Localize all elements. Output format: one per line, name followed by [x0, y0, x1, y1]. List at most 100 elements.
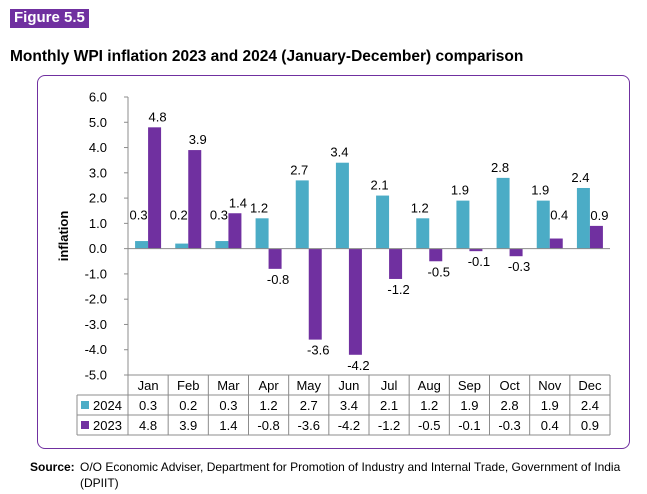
- bar-2024-oct: [496, 177, 510, 249]
- data-label-2024-apr: 1.2: [250, 200, 268, 215]
- table-cell-2023-jun: -4.2: [338, 418, 360, 433]
- data-label-2024-jun: 3.4: [330, 145, 348, 160]
- category-label-mar: Mar: [217, 378, 240, 393]
- bar-2024-sep: [456, 200, 470, 249]
- y-tick-label: 2.0: [89, 191, 107, 206]
- y-tick-label: 6.0: [89, 90, 107, 105]
- data-label-2024-may: 2.7: [290, 162, 308, 177]
- source-label: Source:: [30, 460, 75, 474]
- data-label-2024-jan: 0.3: [130, 207, 148, 222]
- y-tick-label: -5.0: [85, 368, 107, 383]
- table-cell-2023-feb: 3.9: [179, 418, 197, 433]
- y-tick-label: -3.0: [85, 317, 107, 332]
- table-cell-2023-jul: -1.2: [378, 418, 400, 433]
- data-label-2024-oct: 2.8: [491, 160, 509, 175]
- y-tick-label: -1.0: [85, 266, 107, 281]
- data-label-2023-oct: -0.3: [508, 259, 530, 274]
- table-cell-2024-jan: 0.3: [139, 398, 157, 413]
- legend-swatch-2024: [81, 401, 89, 409]
- bar-2023-oct: [509, 248, 523, 257]
- bar-2023-aug: [429, 248, 443, 262]
- data-label-2024-nov: 1.9: [531, 183, 549, 198]
- category-label-jun: Jun: [338, 378, 359, 393]
- table-cell-2023-may: -3.6: [298, 418, 320, 433]
- chart-title: Monthly WPI inflation 2023 and 2024 (Jan…: [10, 48, 524, 65]
- source-note: Source: O/O Economic Adviser, Department…: [30, 459, 630, 490]
- table-cell-2024-jun: 3.4: [340, 398, 358, 413]
- y-tick-label: -2.0: [85, 292, 107, 307]
- table-cell-2024-nov: 1.9: [541, 398, 559, 413]
- data-label-2024-mar: 0.3: [210, 207, 228, 222]
- bar-2024-apr: [255, 218, 269, 249]
- legend-swatch-2023: [81, 421, 89, 429]
- y-axis-title: inflation: [56, 211, 71, 262]
- table-cell-2024-oct: 2.8: [501, 398, 519, 413]
- table-cell-2024-aug: 1.2: [420, 398, 438, 413]
- data-label-2023-dec: 0.9: [590, 208, 608, 223]
- bar-2024-may: [295, 180, 309, 249]
- table-cell-2024-apr: 1.2: [260, 398, 278, 413]
- bar-2024-jan: [135, 241, 149, 249]
- y-tick-label: 0.0: [89, 241, 107, 256]
- bar-2023-jul: [389, 248, 403, 279]
- category-label-aug: Aug: [418, 378, 441, 393]
- bar-2023-nov: [549, 238, 563, 249]
- data-label-2024-aug: 1.2: [411, 200, 429, 215]
- data-label-2023-nov: 0.4: [550, 207, 568, 222]
- data-label-2024-dec: 2.4: [571, 170, 589, 185]
- data-label-2023-sep: -0.1: [468, 254, 490, 269]
- table-cell-2023-mar: 1.4: [219, 418, 237, 433]
- table-cell-2023-oct: -0.3: [498, 418, 520, 433]
- legend-label-2023: 2023: [93, 418, 122, 433]
- source-text: O/O Economic Adviser, Department for Pro…: [80, 460, 621, 490]
- table-cell-2023-jan: 4.8: [139, 418, 157, 433]
- category-label-feb: Feb: [177, 378, 199, 393]
- bar-2024-feb: [175, 243, 189, 249]
- category-label-dec: Dec: [578, 378, 602, 393]
- table-cell-2024-mar: 0.3: [219, 398, 237, 413]
- bar-2024-aug: [416, 218, 430, 249]
- y-tick-label: 4.0: [89, 140, 107, 155]
- table-cell-2024-may: 2.7: [300, 398, 318, 413]
- table-cell-2024-feb: 0.2: [179, 398, 197, 413]
- category-label-oct: Oct: [499, 378, 520, 393]
- bar-2023-mar: [228, 213, 242, 249]
- bar-2024-nov: [536, 200, 550, 249]
- bar-2023-feb: [188, 150, 202, 249]
- category-label-jan: Jan: [138, 378, 159, 393]
- data-label-2023-apr: -0.8: [267, 272, 289, 287]
- y-tick-label: 1.0: [89, 216, 107, 231]
- table-cell-2023-aug: -0.5: [418, 418, 440, 433]
- data-label-2023-jan: 4.8: [149, 109, 167, 124]
- bar-2023-jun: [348, 248, 362, 355]
- bar-2024-jul: [376, 195, 390, 249]
- table-cell-2024-sep: 1.9: [460, 398, 478, 413]
- category-label-jul: Jul: [381, 378, 398, 393]
- bar-2023-may: [308, 248, 322, 340]
- data-label-2024-feb: 0.2: [170, 207, 188, 222]
- table-cell-2024-jul: 2.1: [380, 398, 398, 413]
- data-label-2023-jun: -4.2: [347, 358, 369, 373]
- bar-2024-dec: [576, 187, 590, 249]
- table-cell-2023-sep: -0.1: [458, 418, 480, 433]
- table-cell-2023-apr: -0.8: [257, 418, 279, 433]
- y-tick-label: 5.0: [89, 115, 107, 130]
- data-label-2023-mar: 1.4: [229, 195, 247, 210]
- data-label-2023-jul: -1.2: [387, 282, 409, 297]
- y-tick-label: -4.0: [85, 342, 107, 357]
- data-label-2023-aug: -0.5: [428, 264, 450, 279]
- category-label-apr: Apr: [258, 378, 279, 393]
- table-cell-2023-dec: 0.9: [581, 418, 599, 433]
- bar-2023-jan: [148, 127, 162, 249]
- category-label-sep: Sep: [458, 378, 481, 393]
- category-label-may: May: [296, 378, 321, 393]
- legend-label-2024: 2024: [93, 398, 122, 413]
- table-cell-2024-dec: 2.4: [581, 398, 599, 413]
- y-tick-label: 3.0: [89, 165, 107, 180]
- chart-frame: [37, 75, 630, 449]
- data-label-2023-feb: 3.9: [189, 132, 207, 147]
- category-label-nov: Nov: [538, 378, 562, 393]
- data-label-2023-may: -3.6: [307, 343, 329, 358]
- bar-2023-apr: [268, 248, 282, 269]
